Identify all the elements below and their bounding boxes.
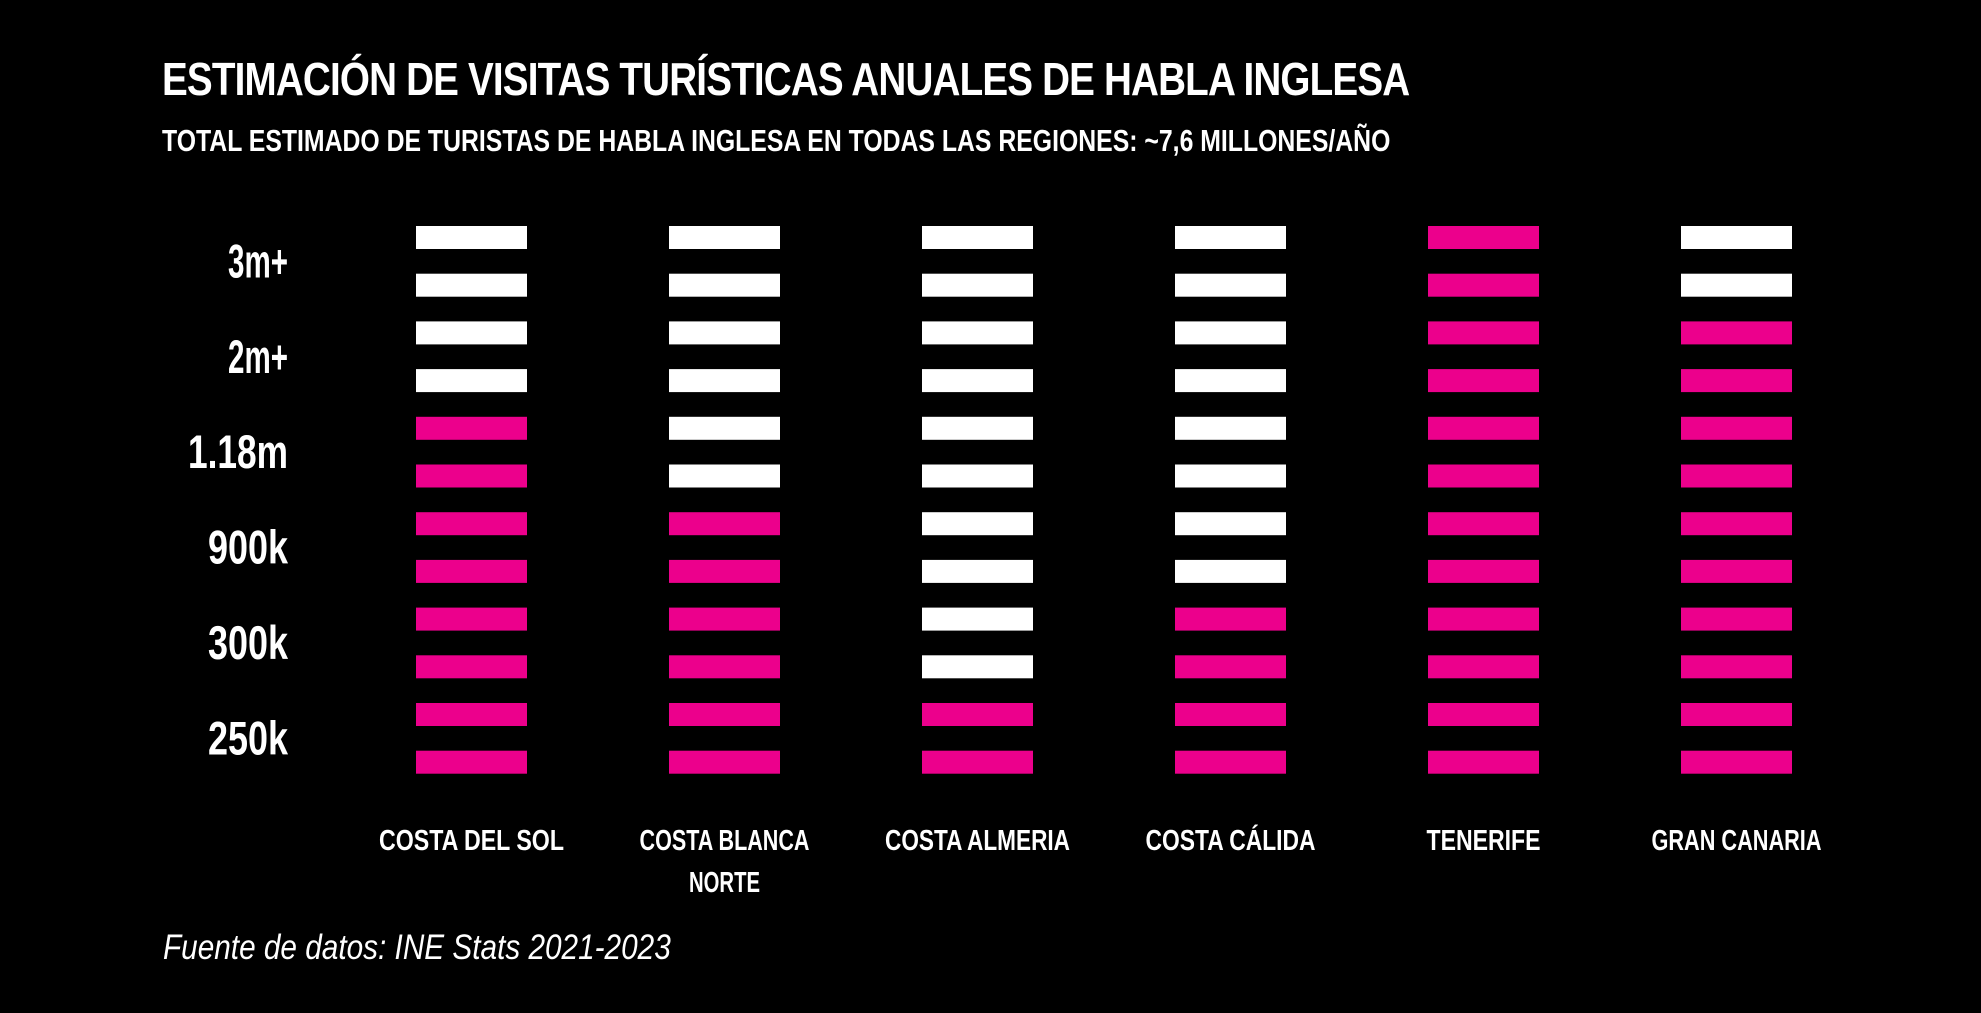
filled-segment xyxy=(416,464,527,488)
empty-segment xyxy=(669,273,780,297)
region-column xyxy=(1175,226,1286,774)
empty-segment xyxy=(1175,512,1286,536)
filled-segment xyxy=(669,703,780,726)
filled-segment xyxy=(1175,703,1286,726)
filled-segment xyxy=(1681,321,1792,345)
filled-segment xyxy=(1681,464,1792,488)
filled-segment xyxy=(416,512,527,536)
filled-segment xyxy=(416,703,527,726)
empty-segment xyxy=(416,321,527,345)
empty-segment xyxy=(669,416,780,440)
empty-segment xyxy=(1175,226,1286,249)
empty-segment xyxy=(669,321,780,345)
empty-segment xyxy=(922,655,1033,679)
filled-segment xyxy=(669,559,780,583)
empty-segment xyxy=(1175,321,1286,345)
empty-segment xyxy=(922,321,1033,345)
filled-segment xyxy=(1681,655,1792,679)
filled-segment xyxy=(416,559,527,583)
category-label: COSTA ALMERIA xyxy=(885,825,1070,857)
category-label: COSTA CÁLIDA xyxy=(1146,823,1316,857)
category-label: GRAN CANARIA xyxy=(1652,825,1822,857)
filled-segment xyxy=(416,416,527,440)
filled-segment xyxy=(1428,703,1539,726)
empty-segment xyxy=(922,226,1033,249)
filled-segment xyxy=(1175,750,1286,774)
category-label: NORTE xyxy=(689,867,760,899)
filled-segment xyxy=(669,750,780,774)
filled-segment xyxy=(1175,655,1286,679)
empty-segment xyxy=(1175,559,1286,583)
filled-segment xyxy=(1428,655,1539,679)
empty-segment xyxy=(416,273,527,297)
filled-segment xyxy=(1428,750,1539,774)
empty-segment xyxy=(416,226,527,249)
filled-segment xyxy=(669,607,780,631)
empty-segment xyxy=(1175,273,1286,297)
filled-segment xyxy=(416,607,527,631)
filled-segment xyxy=(1681,369,1792,393)
empty-segment xyxy=(1175,416,1286,440)
filled-segment xyxy=(922,750,1033,774)
filled-segment xyxy=(1428,559,1539,583)
filled-segment xyxy=(1681,703,1792,726)
region-column xyxy=(669,226,780,774)
y-tick-label: 1.18m xyxy=(188,425,288,478)
category-label: COSTA BLANCA xyxy=(640,825,810,857)
y-tick-label: 300k xyxy=(208,616,289,669)
y-tick-label: 900k xyxy=(208,521,289,574)
filled-segment xyxy=(416,655,527,679)
filled-segment xyxy=(1175,607,1286,631)
empty-segment xyxy=(922,369,1033,393)
empty-segment xyxy=(1175,464,1286,488)
filled-segment xyxy=(1428,416,1539,440)
region-column xyxy=(922,226,1033,774)
filled-segment xyxy=(1428,464,1539,488)
region-column xyxy=(1681,226,1792,774)
y-tick-label: 3m+ xyxy=(228,234,288,287)
filled-segment xyxy=(669,655,780,679)
filled-segment xyxy=(1681,750,1792,774)
filled-segment xyxy=(922,703,1033,726)
region-column xyxy=(1428,226,1539,774)
filled-segment xyxy=(1428,226,1539,249)
y-tick-label: 2m+ xyxy=(228,330,288,383)
filled-segment xyxy=(416,750,527,774)
empty-segment xyxy=(922,559,1033,583)
empty-segment xyxy=(669,464,780,488)
empty-segment xyxy=(416,369,527,393)
region-column xyxy=(416,226,527,774)
filled-segment xyxy=(1681,559,1792,583)
filled-segment xyxy=(1428,607,1539,631)
data-source-note: Fuente de datos: INE Stats 2021-2023 xyxy=(163,928,671,967)
filled-segment xyxy=(1681,416,1792,440)
empty-segment xyxy=(922,464,1033,488)
empty-segment xyxy=(1681,226,1792,249)
chart-title: ESTIMACIÓN DE VISITAS TURÍSTICAS ANUALES… xyxy=(162,53,1410,105)
filled-segment xyxy=(1428,512,1539,536)
empty-segment xyxy=(1681,273,1792,297)
filled-segment xyxy=(1428,321,1539,345)
filled-segment xyxy=(1681,607,1792,631)
category-label: TENERIFE xyxy=(1427,825,1541,857)
category-label: COSTA DEL SOL xyxy=(379,825,564,857)
empty-segment xyxy=(669,369,780,393)
chart-subtitle: TOTAL ESTIMADO DE TURISTAS DE HABLA INGL… xyxy=(162,123,1391,158)
empty-segment xyxy=(922,607,1033,631)
empty-segment xyxy=(922,416,1033,440)
empty-segment xyxy=(669,226,780,249)
y-tick-label: 250k xyxy=(208,711,289,764)
filled-segment xyxy=(1428,369,1539,393)
filled-segment xyxy=(1681,512,1792,536)
empty-segment xyxy=(1175,369,1286,393)
empty-segment xyxy=(922,273,1033,297)
filled-segment xyxy=(669,512,780,536)
empty-segment xyxy=(922,512,1033,536)
filled-segment xyxy=(1428,273,1539,297)
